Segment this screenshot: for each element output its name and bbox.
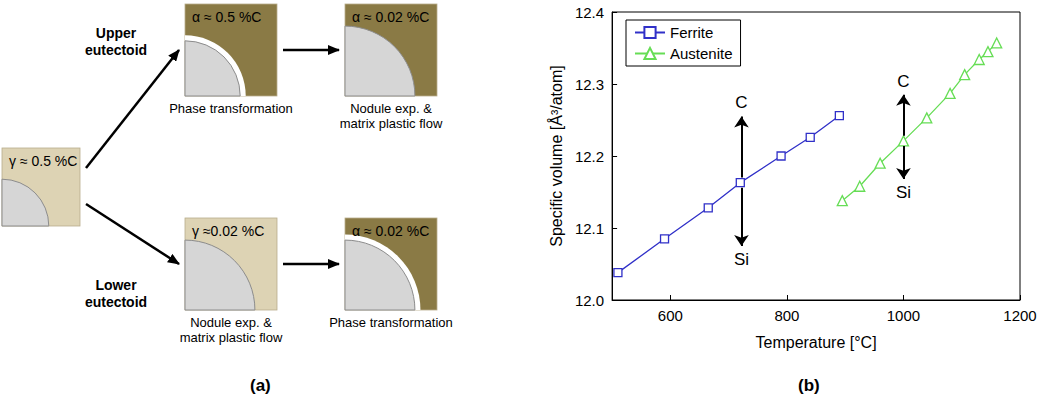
svg-text:eutectoid: eutectoid — [85, 42, 147, 58]
svg-text:C: C — [735, 93, 747, 112]
svg-text:Upper: Upper — [96, 25, 137, 41]
svg-text:γ ≈ 0.5 %C: γ ≈ 0.5 %C — [9, 153, 77, 169]
svg-text:Phase transformation: Phase transformation — [169, 101, 293, 116]
svg-text:1200: 1200 — [1003, 307, 1036, 324]
svg-text:600: 600 — [658, 307, 683, 324]
svg-text:γ ≈0.02 %C: γ ≈0.02 %C — [192, 223, 264, 239]
svg-text:12.0: 12.0 — [575, 292, 604, 309]
svg-text:α ≈ 0.02 %C: α ≈ 0.02 %C — [352, 223, 429, 239]
svg-text:Nodule exp. &: Nodule exp. & — [190, 315, 272, 330]
svg-text:Nodule exp. &: Nodule exp. & — [350, 101, 432, 116]
svg-text:Specific volume [Å³/atom]: Specific volume [Å³/atom] — [547, 65, 565, 246]
svg-text:matrix plastic flow: matrix plastic flow — [180, 330, 283, 345]
svg-text:Phase transformation: Phase transformation — [329, 315, 453, 330]
svg-text:12.4: 12.4 — [575, 4, 604, 21]
svg-text:Austenite: Austenite — [670, 45, 733, 62]
svg-text:Ferrite: Ferrite — [670, 24, 713, 41]
svg-text:12.2: 12.2 — [575, 148, 604, 165]
html-text:(a): (a) — [250, 376, 271, 395]
svg-text:800: 800 — [774, 307, 799, 324]
svg-text:Temperature [°C]: Temperature [°C] — [755, 334, 876, 351]
svg-text:Si: Si — [896, 183, 911, 202]
svg-text:eutectoid: eutectoid — [85, 294, 147, 310]
svg-text:12.1: 12.1 — [575, 220, 604, 237]
svg-text:α ≈ 0.02 %C: α ≈ 0.02 %C — [352, 9, 429, 25]
svg-text:Si: Si — [734, 250, 749, 269]
html-text:(b): (b) — [798, 376, 820, 395]
svg-text:12.3: 12.3 — [575, 76, 604, 93]
svg-text:C: C — [897, 72, 909, 91]
svg-text:matrix plastic flow: matrix plastic flow — [340, 116, 443, 131]
svg-text:1000: 1000 — [887, 307, 920, 324]
svg-text:α ≈ 0.5 %C: α ≈ 0.5 %C — [192, 9, 261, 25]
svg-text:Lower: Lower — [95, 277, 137, 293]
